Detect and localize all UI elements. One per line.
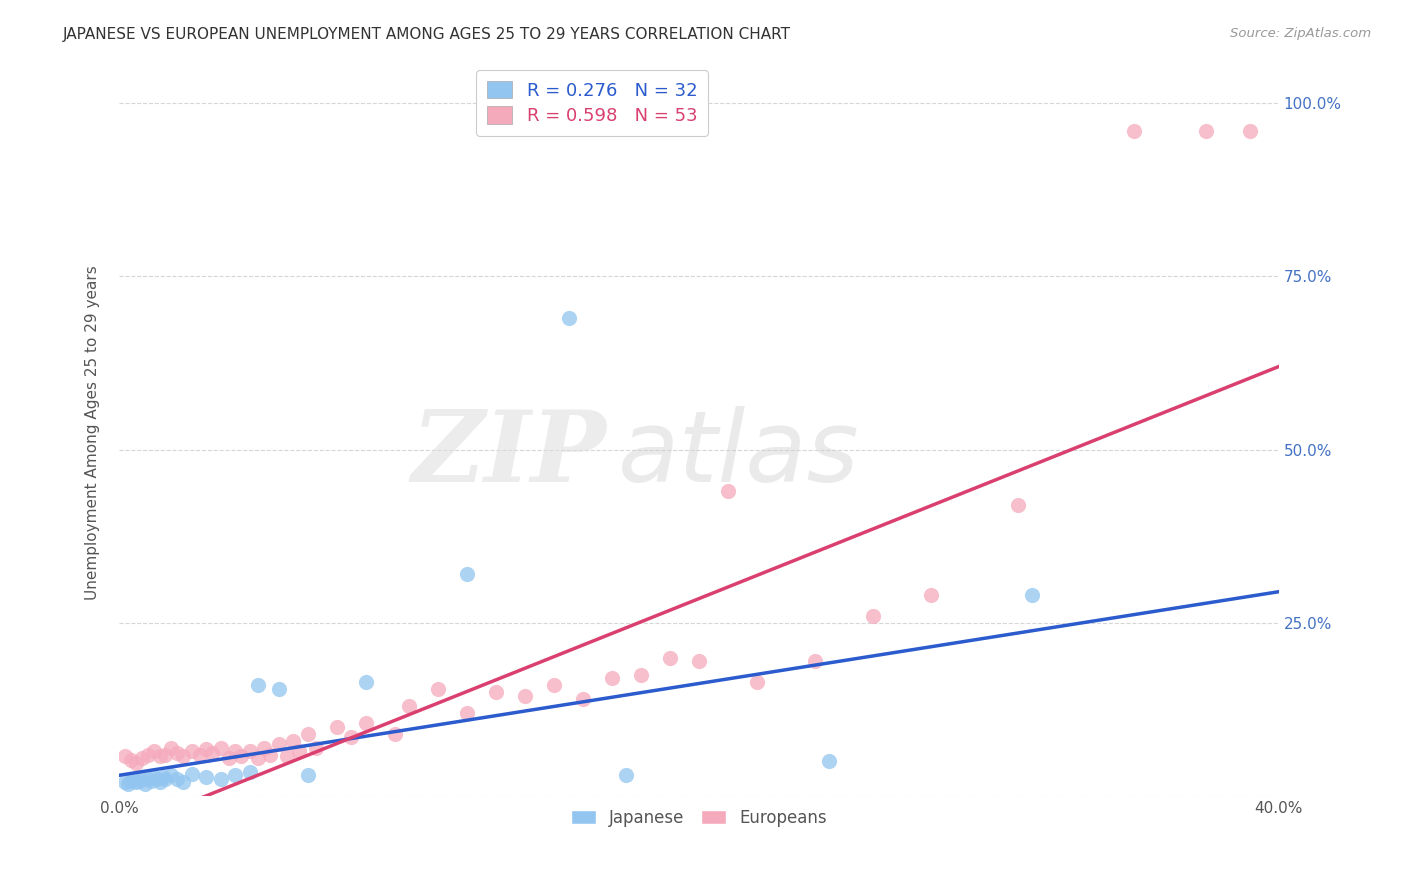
- Point: [180, 767, 202, 781]
- Point: [166, 746, 188, 760]
- Point: [128, 773, 150, 788]
- Legend: Japanese, Europeans: Japanese, Europeans: [562, 800, 835, 835]
- Point: [297, 768, 319, 782]
- Point: [125, 756, 148, 770]
- Point: [513, 689, 536, 703]
- Point: [142, 770, 165, 784]
- Point: [172, 775, 194, 789]
- Point: [259, 747, 281, 762]
- Point: [384, 727, 406, 741]
- Point: [160, 768, 183, 782]
- Point: [114, 748, 136, 763]
- Point: [717, 484, 740, 499]
- Point: [267, 681, 290, 696]
- Point: [427, 681, 450, 696]
- Point: [209, 772, 232, 786]
- Point: [297, 727, 319, 741]
- Point: [209, 740, 232, 755]
- Point: [1239, 124, 1261, 138]
- Point: [354, 716, 377, 731]
- Point: [659, 650, 682, 665]
- Point: [557, 310, 579, 325]
- Text: Source: ZipAtlas.com: Source: ZipAtlas.com: [1230, 27, 1371, 40]
- Point: [354, 674, 377, 689]
- Point: [218, 751, 240, 765]
- Point: [122, 772, 145, 786]
- Point: [131, 751, 153, 765]
- Point: [120, 753, 142, 767]
- Point: [485, 685, 508, 699]
- Point: [201, 746, 224, 760]
- Point: [253, 740, 276, 755]
- Point: [160, 740, 183, 755]
- Point: [238, 744, 260, 758]
- Point: [142, 744, 165, 758]
- Point: [224, 768, 246, 782]
- Point: [155, 772, 177, 786]
- Point: [166, 772, 188, 786]
- Point: [572, 692, 595, 706]
- Point: [136, 747, 159, 762]
- Point: [188, 747, 211, 762]
- Point: [224, 744, 246, 758]
- Point: [114, 775, 136, 789]
- Point: [398, 698, 420, 713]
- Text: atlas: atlas: [617, 406, 859, 502]
- Point: [229, 748, 252, 763]
- Text: JAPANESE VS EUROPEAN UNEMPLOYMENT AMONG AGES 25 TO 29 YEARS CORRELATION CHART: JAPANESE VS EUROPEAN UNEMPLOYMENT AMONG …: [63, 27, 792, 42]
- Point: [247, 751, 270, 765]
- Text: ZIP: ZIP: [411, 406, 606, 502]
- Point: [120, 773, 142, 788]
- Point: [172, 748, 194, 763]
- Point: [247, 678, 270, 692]
- Point: [1123, 124, 1146, 138]
- Point: [456, 567, 478, 582]
- Point: [920, 588, 942, 602]
- Y-axis label: Unemployment Among Ages 25 to 29 years: Unemployment Among Ages 25 to 29 years: [86, 265, 100, 599]
- Point: [1021, 588, 1043, 602]
- Point: [818, 755, 841, 769]
- Point: [616, 768, 638, 782]
- Point: [276, 748, 298, 763]
- Point: [131, 772, 153, 786]
- Point: [1007, 498, 1029, 512]
- Point: [180, 744, 202, 758]
- Point: [281, 733, 304, 747]
- Point: [340, 730, 363, 744]
- Point: [288, 744, 311, 758]
- Point: [238, 764, 260, 779]
- Point: [456, 706, 478, 720]
- Point: [543, 678, 565, 692]
- Point: [688, 654, 710, 668]
- Point: [325, 720, 347, 734]
- Point: [305, 740, 328, 755]
- Point: [862, 609, 884, 624]
- Point: [117, 776, 139, 790]
- Point: [134, 776, 156, 790]
- Point: [267, 737, 290, 751]
- Point: [630, 668, 652, 682]
- Point: [136, 772, 159, 786]
- Point: [152, 770, 174, 784]
- Point: [149, 775, 172, 789]
- Point: [125, 775, 148, 789]
- Point: [149, 748, 172, 763]
- Point: [145, 772, 167, 786]
- Point: [600, 671, 623, 685]
- Point: [195, 770, 218, 784]
- Point: [1195, 124, 1218, 138]
- Point: [804, 654, 827, 668]
- Point: [155, 747, 177, 762]
- Point: [195, 742, 218, 756]
- Point: [139, 773, 162, 788]
- Point: [745, 674, 768, 689]
